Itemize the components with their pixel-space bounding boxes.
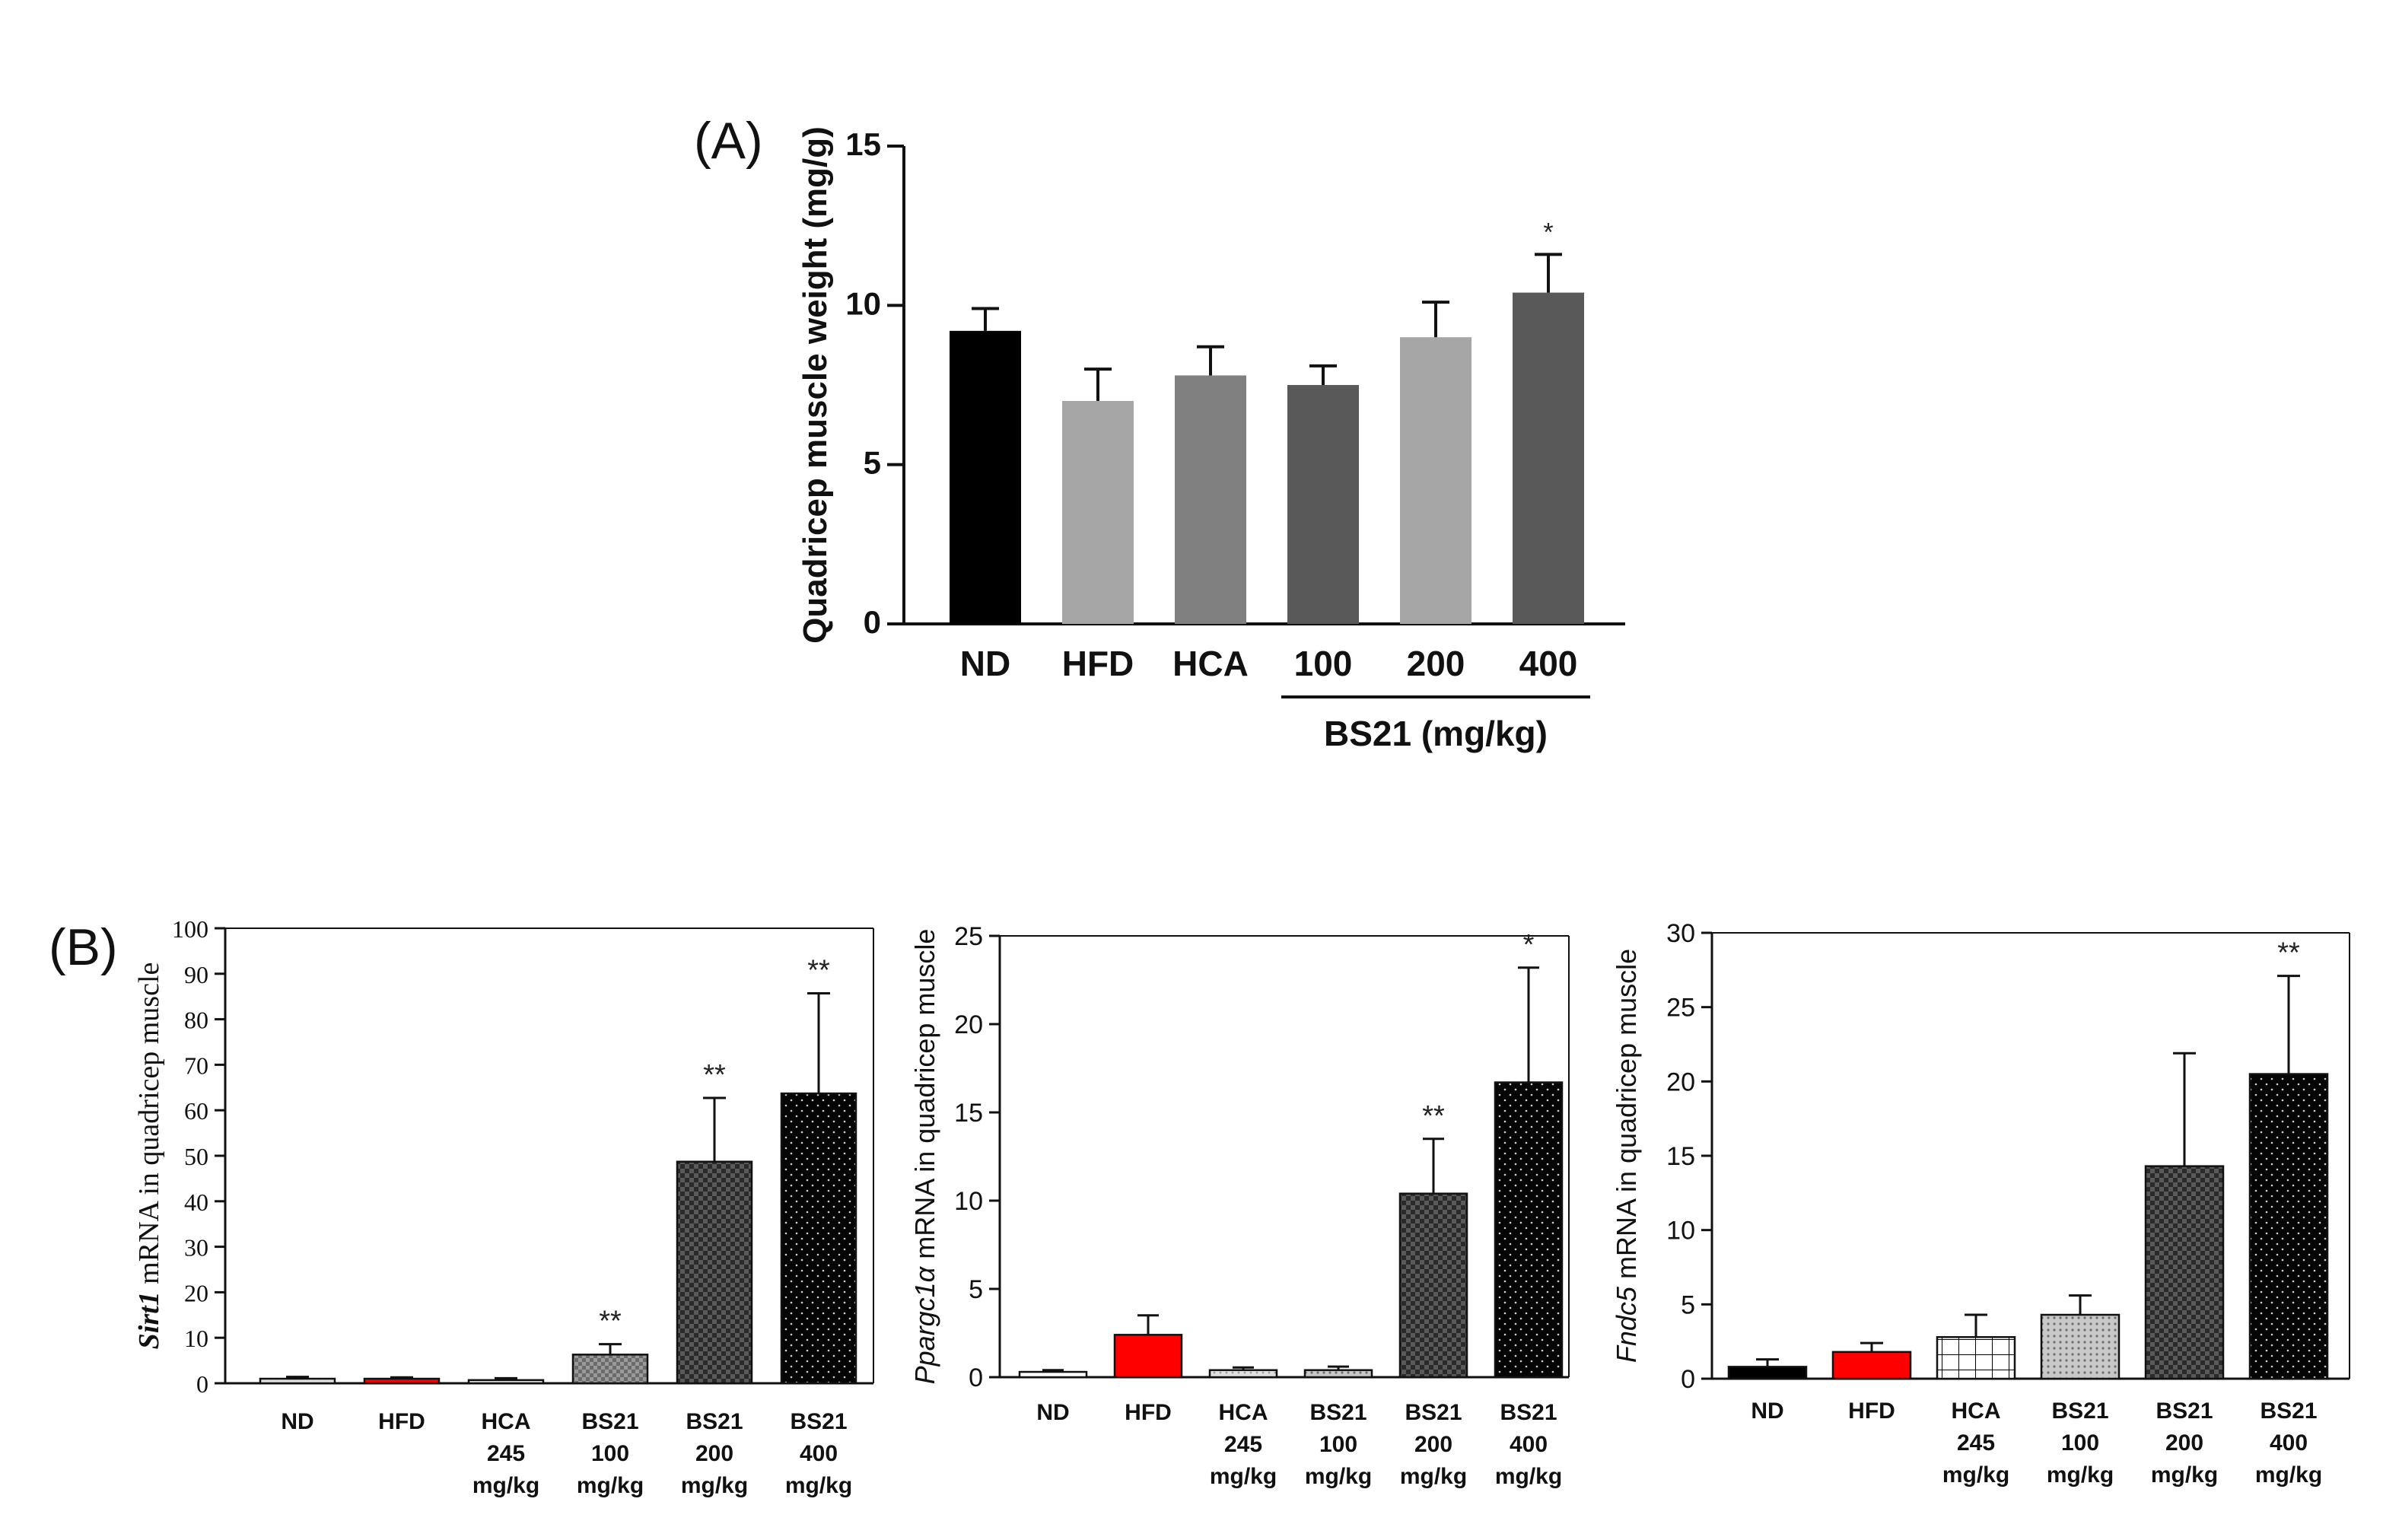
bar-b3-4	[2144, 1165, 2225, 1380]
category-label: BS21 400 mg/kg	[1495, 1400, 1562, 1489]
bar-a-1	[1062, 400, 1134, 624]
y-tick-label: 30	[184, 1234, 208, 1262]
significance-mark: **	[703, 1059, 726, 1091]
y-tick-label: 70	[184, 1052, 208, 1079]
category-label: BS21 200 mg/kg	[681, 1409, 748, 1498]
significance-mark: *	[1523, 929, 1535, 961]
y-tick-label: 0	[864, 604, 881, 640]
category-label: HCA 245 mg/kg	[1942, 1398, 2009, 1488]
y-tick-label: 10	[845, 285, 881, 321]
category-label: ND	[281, 1409, 313, 1434]
category-label: BS21 200 mg/kg	[1400, 1400, 1467, 1489]
panel-label-b: (B)	[49, 918, 118, 976]
y-axis-label: Ppargc1α mRNA in quadricep muscle	[909, 929, 940, 1385]
bar-a-4	[1400, 337, 1471, 624]
bar-b2-1	[1113, 1334, 1183, 1379]
y-tick-label: 10	[1666, 1217, 1695, 1246]
bar-b1-5	[780, 1092, 857, 1385]
significance-mark: **	[807, 955, 830, 987]
category-label: ND	[960, 644, 1010, 683]
category-label: BS21 200 mg/kg	[2151, 1398, 2218, 1488]
category-label: HFD	[1848, 1398, 1895, 1424]
group-bracket-label: BS21 (mg/kg)	[1324, 714, 1548, 753]
y-tick-label: 50	[184, 1143, 208, 1170]
y-tick-label: 10	[184, 1325, 208, 1352]
y-tick-label: 0	[196, 1370, 208, 1398]
y-tick-label: 60	[184, 1097, 208, 1125]
bar-b3-3	[2040, 1313, 2121, 1380]
y-tick-label: 20	[184, 1279, 208, 1306]
y-tick-label: 10	[954, 1187, 983, 1216]
significance-mark: *	[1543, 218, 1553, 247]
category-label: HCA 245 mg/kg	[1210, 1400, 1277, 1489]
y-tick-label: 15	[1666, 1142, 1695, 1171]
category-label: BS21 100 mg/kg	[2047, 1398, 2114, 1488]
bar-b2-0	[1018, 1370, 1088, 1379]
bar-b3-2	[1936, 1336, 2016, 1380]
category-label: BS21 400 mg/kg	[785, 1409, 852, 1498]
y-tick-label: 5	[969, 1275, 983, 1304]
y-tick-label: 20	[1666, 1068, 1695, 1096]
bar-b2-5	[1494, 1081, 1564, 1379]
significance-mark: **	[2277, 937, 2300, 969]
bar-b3-5	[2248, 1073, 2329, 1380]
category-label: 400	[1519, 644, 1578, 683]
category-label: 200	[1407, 644, 1465, 683]
y-axis-label: Quadricep muscle weight (mg/g)	[797, 126, 834, 644]
panel-label-a: (A)	[694, 112, 763, 170]
category-label: HCA	[1172, 644, 1249, 683]
category-label: HFD	[1125, 1400, 1172, 1425]
category-label: 100	[1294, 644, 1353, 683]
y-tick-label: 30	[1666, 919, 1695, 948]
bar-b1-1	[363, 1377, 441, 1385]
y-tick-label: 5	[864, 445, 881, 481]
y-axis-label: Fndc5 mRNA in quadricep muscle	[1611, 949, 1642, 1363]
bar-a-5	[1513, 292, 1584, 624]
bar-b3-0	[1727, 1366, 1808, 1380]
y-tick-label: 40	[184, 1188, 208, 1216]
y-tick-label: 25	[1666, 994, 1695, 1023]
category-label: HFD	[1062, 644, 1134, 683]
bar-b2-2	[1208, 1369, 1278, 1379]
y-tick-label: 0	[1681, 1365, 1695, 1394]
bar-b1-4	[676, 1160, 753, 1385]
y-tick-label: 15	[954, 1099, 983, 1128]
category-label: BS21 100 mg/kg	[1305, 1400, 1372, 1489]
category-label: BS21 400 mg/kg	[2255, 1398, 2322, 1488]
bar-b1-0	[259, 1377, 336, 1385]
bar-a-2	[1175, 375, 1246, 624]
y-tick-label: 100	[172, 915, 208, 943]
bar-b3-1	[1831, 1351, 1912, 1380]
chart-b-sirt1-mrna: 0 10 20 30 40 50 60 70 80 90 100 ND HFD HCA 245 mg/kg **…	[133, 915, 874, 1498]
category-label: HCA 245 mg/kg	[472, 1409, 539, 1498]
y-tick-label: 90	[184, 961, 208, 988]
y-tick-label: 25	[954, 922, 983, 951]
y-tick-label: 5	[1681, 1290, 1695, 1319]
bar-b1-2	[467, 1379, 545, 1385]
bar-b2-3	[1303, 1369, 1373, 1379]
y-tick-label: 20	[954, 1010, 983, 1039]
chart-b-fndc5-mrna: 0 5 10 15 20 25 30 ND HFD HCA 245 mg/kg BS21 100 mg/kg…	[1611, 919, 2350, 1488]
bar-b2-4	[1398, 1192, 1468, 1379]
bar-b1-3	[571, 1354, 649, 1385]
y-tick-label: 80	[184, 1007, 208, 1034]
y-tick-label: 0	[969, 1363, 983, 1392]
bar-a-0	[950, 330, 1021, 624]
y-tick-label: 15	[845, 126, 881, 162]
chart-a-quadricep-weight: 0 5 10 15 ND HFD HCA 100 200 * 400 Quadricep muscle…	[797, 126, 1625, 753]
category-label: ND	[1036, 1400, 1069, 1425]
category-label: HFD	[378, 1409, 425, 1434]
significance-mark: **	[1422, 1100, 1445, 1132]
y-axis-label: Sirt1 mRNA in quadricep muscle	[133, 963, 165, 1350]
category-label: BS21 100 mg/kg	[577, 1409, 644, 1498]
significance-mark: **	[599, 1306, 622, 1338]
category-label: ND	[1751, 1398, 1783, 1424]
bar-a-3	[1287, 385, 1359, 624]
